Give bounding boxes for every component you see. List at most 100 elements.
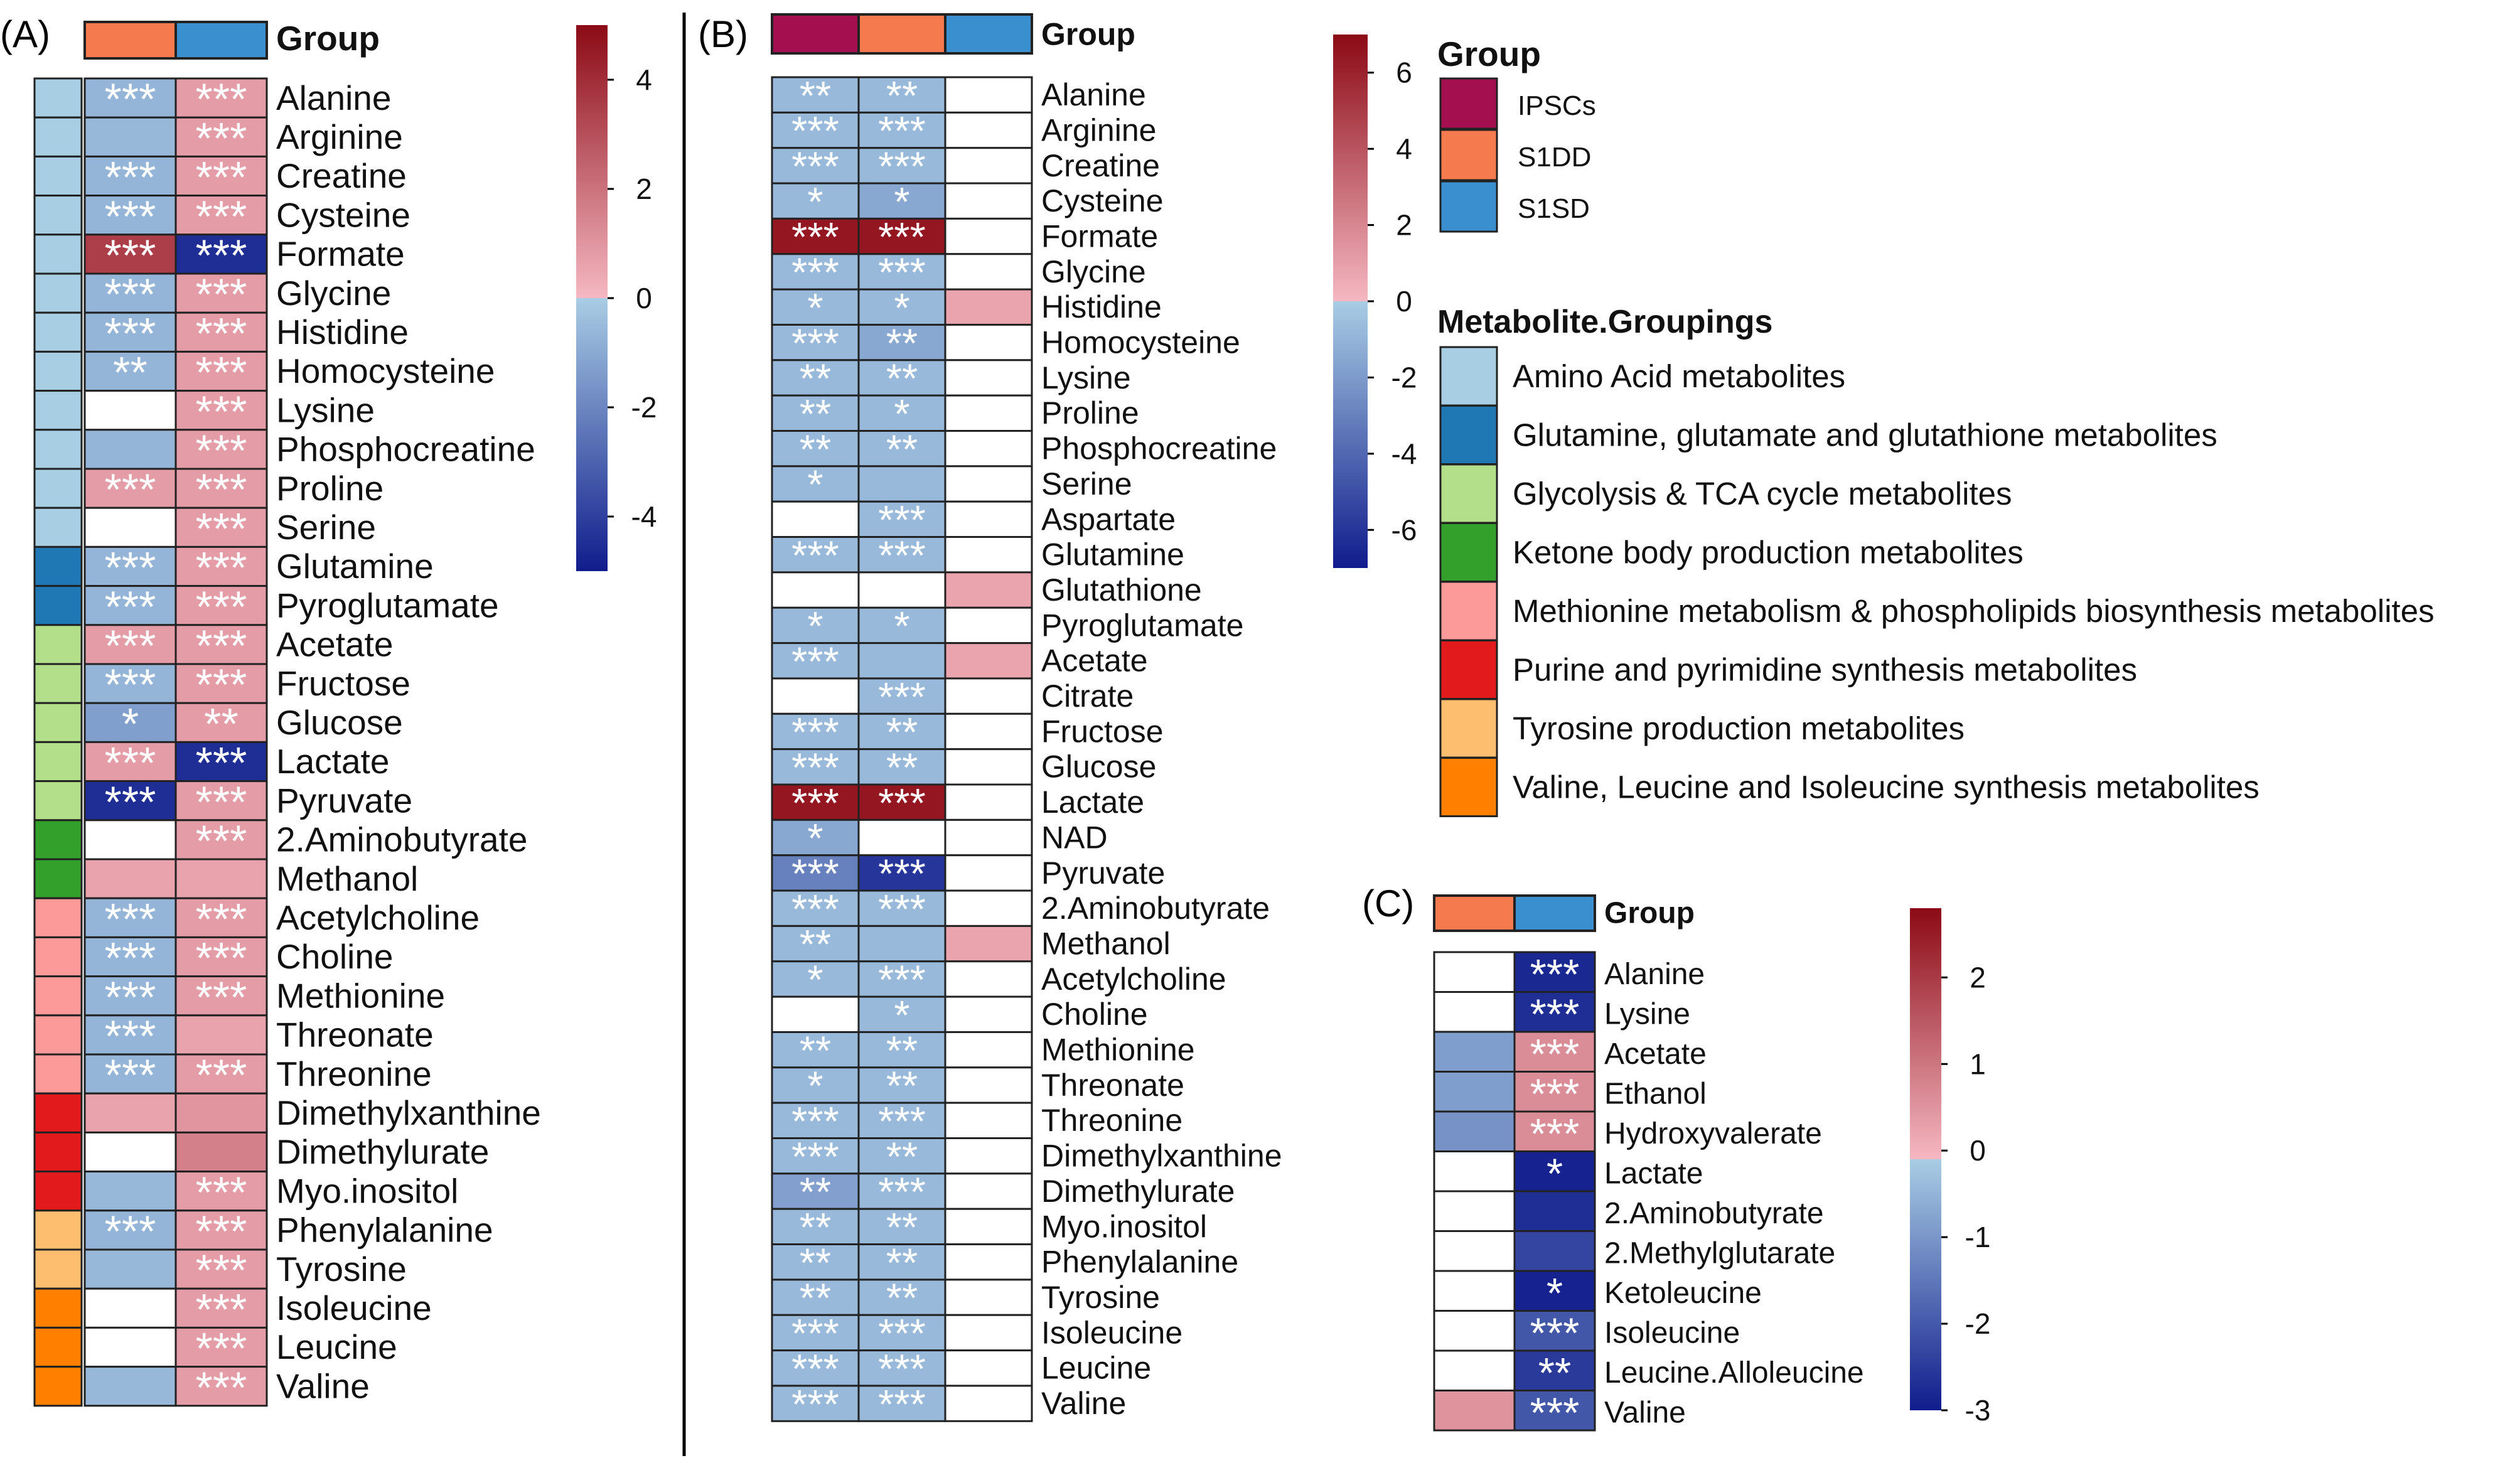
significance-stars: ** — [800, 391, 831, 437]
heatmap-cell — [174, 585, 268, 626]
heatmap-cell — [174, 155, 268, 197]
group-annotation-cell — [83, 21, 177, 60]
significance-stars: ** — [113, 348, 147, 397]
heatmap-cell — [83, 858, 177, 899]
metabolite-legend: Metabolite.Groupings Amino Acid metabolit… — [1437, 304, 2434, 817]
metabolite-group-cell — [33, 663, 83, 704]
row-label: Hydroxyvalerate — [1604, 1117, 1822, 1150]
row-label: Methionine — [276, 976, 445, 1015]
group-legend-label: IPSCs — [1518, 90, 1596, 121]
heatmap-cell — [771, 323, 860, 362]
row-label: Cysteine — [1041, 183, 1164, 218]
significance-stars: ** — [800, 921, 831, 967]
significance-stars: *** — [196, 1245, 247, 1295]
heatmap-cell — [944, 889, 1033, 927]
row-label: Phenylalanine — [276, 1211, 493, 1250]
heatmap-cell — [174, 506, 268, 548]
heatmap-cell — [771, 571, 860, 609]
significance-stars: *** — [791, 214, 839, 260]
colorbar-tick-label: -6 — [1391, 513, 1417, 546]
colorbar-tick-label: -2 — [1965, 1307, 1991, 1340]
heatmap-cell — [944, 147, 1033, 185]
significance-stars: *** — [791, 320, 839, 366]
row-label: Alanine — [1041, 77, 1146, 112]
significance-stars: *** — [196, 230, 247, 280]
metabolite-group-cell — [33, 77, 83, 119]
heatmap-cell — [771, 536, 860, 574]
metabolite-legend-swatch — [1439, 463, 1498, 524]
significance-stars: ** — [886, 709, 918, 755]
row-label: Acetate — [1041, 643, 1148, 678]
metabolite-group-cell — [33, 1014, 83, 1056]
metabolite-group-cell — [33, 1092, 83, 1133]
significance-stars: *** — [1530, 1031, 1580, 1078]
significance-stars: * — [807, 815, 823, 861]
heatmap-cell — [174, 195, 268, 236]
heatmap-cell — [1513, 951, 1596, 993]
heatmap-cell — [1433, 1390, 1516, 1432]
heatmap-cell — [857, 465, 946, 503]
row-label: Threonate — [276, 1016, 434, 1054]
panel-label: (C) — [1362, 882, 1414, 924]
significance-stars: *** — [791, 780, 839, 826]
heatmap-cell — [174, 975, 268, 1017]
heatmap-cell — [771, 748, 860, 786]
heatmap-cell — [174, 624, 268, 665]
heatmap-cell — [944, 1314, 1033, 1352]
heatmap-cell — [857, 748, 946, 786]
colorbar-tick-label: -4 — [631, 500, 657, 533]
significance-stars: *** — [878, 144, 926, 190]
row-label: Glutathione — [1041, 572, 1202, 608]
heatmap-cell — [771, 1278, 860, 1316]
colorbar-tick-label: -1 — [1965, 1221, 1991, 1253]
row-label: Pyruvate — [1041, 855, 1165, 891]
colorbar-tick-label: -2 — [1391, 361, 1417, 394]
significance-stars: *** — [791, 1098, 839, 1144]
row-label: Threonine — [276, 1054, 432, 1093]
heatmap-cell — [1433, 1150, 1516, 1192]
heatmap-cell — [1513, 1390, 1596, 1432]
row-label: Histidine — [276, 313, 409, 351]
significance-stars: *** — [878, 108, 926, 154]
row-label: Valine — [1041, 1386, 1126, 1421]
row-label: Histidine — [1041, 289, 1162, 324]
significance-stars: *** — [1530, 1310, 1580, 1357]
metabolite-legend-swatch — [1439, 405, 1498, 465]
significance-stars: *** — [878, 1169, 926, 1215]
row-label: Threonine — [1041, 1103, 1182, 1138]
heatmap-cell — [944, 500, 1033, 539]
heatmap-cell — [83, 663, 177, 704]
heatmap-cell — [174, 350, 268, 392]
colorbar-tick-label: 0 — [1970, 1134, 1986, 1167]
significance-stars: *** — [196, 308, 247, 358]
significance-stars: *** — [196, 582, 247, 631]
significance-stars: *** — [105, 777, 156, 827]
significance-stars: * — [807, 179, 823, 225]
heatmap-cell — [174, 1131, 268, 1173]
heatmap-cell — [174, 468, 268, 509]
row-label: Phenylalanine — [1041, 1245, 1238, 1280]
row-label: 2.Aminobutyrate — [1041, 891, 1270, 926]
significance-stars: *** — [791, 638, 839, 684]
significance-stars: *** — [791, 886, 839, 932]
heatmap-cell — [771, 288, 860, 326]
panel-label: (B) — [698, 13, 748, 55]
significance-stars: *** — [105, 74, 156, 124]
significance-stars: *** — [105, 582, 156, 631]
heatmap-cell — [857, 1314, 946, 1352]
significance-stars: *** — [196, 1363, 247, 1412]
row-label: Serine — [276, 508, 376, 547]
row-label: Choline — [276, 937, 394, 976]
heatmap-cell — [944, 111, 1033, 149]
significance-stars: *** — [878, 1310, 926, 1356]
heatmap-cell — [944, 712, 1033, 751]
significance-stars: *** — [791, 1310, 839, 1356]
significance-stars: ** — [800, 1240, 831, 1285]
significance-stars: *** — [196, 503, 247, 553]
heatmap-cell — [771, 818, 860, 857]
significance-stars: *** — [196, 269, 247, 319]
heatmap-cell — [944, 288, 1033, 326]
heatmap-cell — [944, 182, 1033, 220]
heatmap-cell — [857, 642, 946, 680]
row-label: Dimethylxanthine — [276, 1093, 541, 1132]
